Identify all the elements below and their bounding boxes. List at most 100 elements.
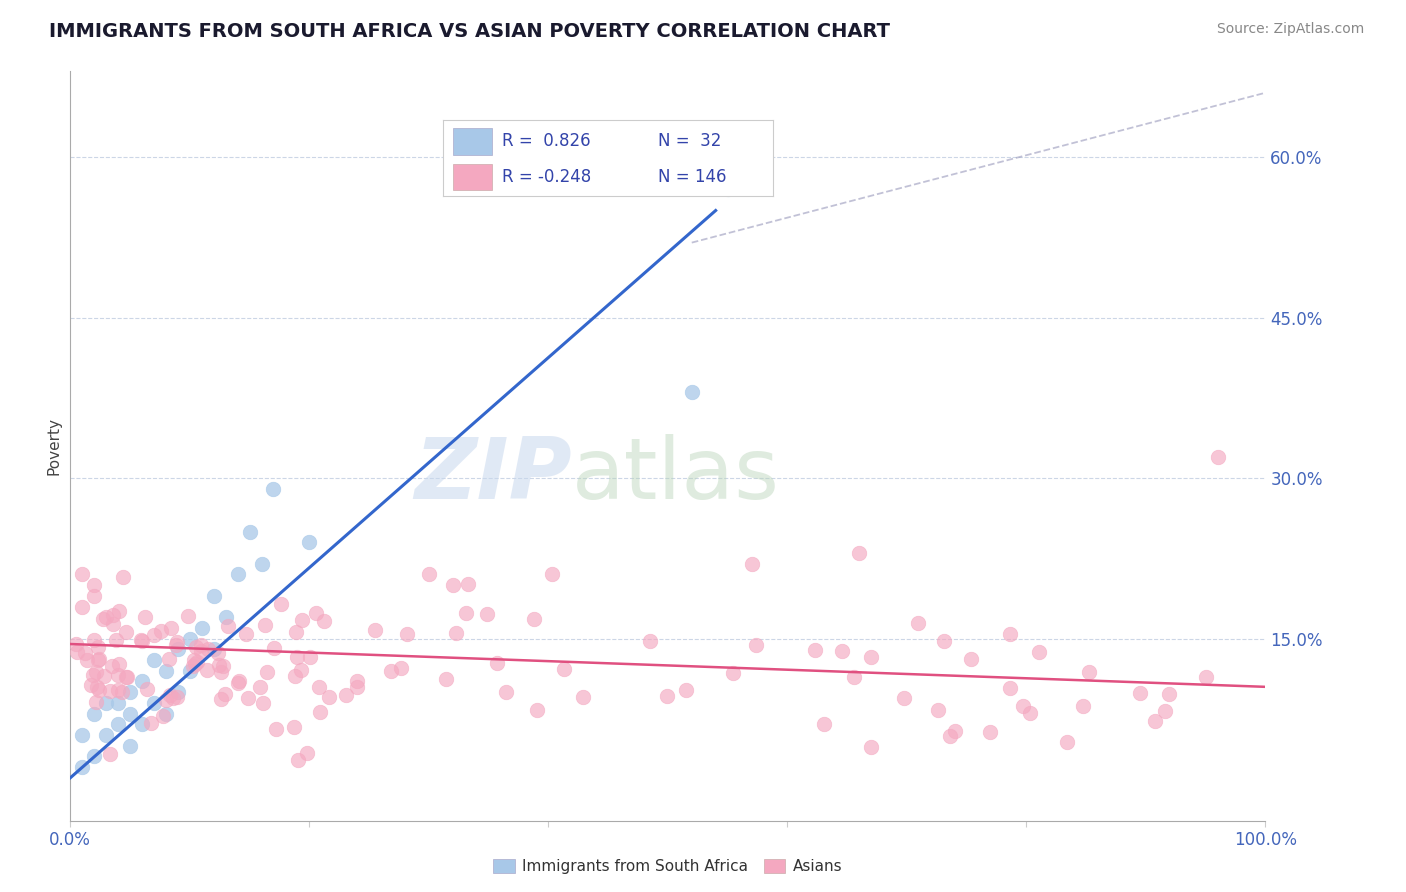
Point xyxy=(318,690,340,705)
Point xyxy=(308,680,330,694)
Point xyxy=(117,670,139,684)
Point xyxy=(131,717,153,731)
Point xyxy=(155,664,177,678)
Point xyxy=(179,664,201,678)
Point xyxy=(813,717,835,731)
Point xyxy=(190,643,212,657)
Point xyxy=(290,613,312,627)
Point xyxy=(485,656,508,670)
Point xyxy=(526,702,548,716)
Point xyxy=(101,617,124,632)
Point xyxy=(309,705,332,719)
Point xyxy=(228,673,250,688)
Point xyxy=(107,696,129,710)
Point xyxy=(131,674,153,689)
Point xyxy=(100,684,122,698)
Text: R = -0.248: R = -0.248 xyxy=(502,168,592,186)
Point xyxy=(89,683,111,698)
Point xyxy=(98,747,121,761)
Point xyxy=(927,703,949,717)
Point xyxy=(254,618,277,632)
Point xyxy=(129,633,152,648)
Point xyxy=(572,690,595,704)
Point xyxy=(249,680,271,694)
Point xyxy=(1056,735,1078,749)
Point xyxy=(681,385,703,400)
Point xyxy=(75,646,97,660)
Y-axis label: Poverty: Poverty xyxy=(46,417,62,475)
Point xyxy=(96,696,117,710)
Point xyxy=(190,638,212,652)
Point xyxy=(120,685,141,699)
Point xyxy=(389,661,412,675)
Text: R =  0.826: R = 0.826 xyxy=(502,132,591,150)
Point xyxy=(131,634,153,648)
Point xyxy=(495,684,517,698)
Point xyxy=(70,599,93,614)
Point xyxy=(107,683,129,698)
Point xyxy=(143,696,166,710)
Point xyxy=(270,598,292,612)
Point xyxy=(157,652,180,666)
Point xyxy=(83,578,105,592)
Point xyxy=(380,664,402,678)
Point xyxy=(209,665,232,679)
Point xyxy=(717,182,740,196)
Point xyxy=(239,524,262,539)
Point xyxy=(134,610,156,624)
Point xyxy=(1206,450,1229,464)
Point xyxy=(285,649,308,664)
Point xyxy=(235,626,257,640)
Point xyxy=(82,667,104,681)
Point xyxy=(842,670,865,684)
Point xyxy=(943,723,966,738)
Point xyxy=(1018,706,1040,720)
Text: IMMIGRANTS FROM SOUTH AFRICA VS ASIAN POVERTY CORRELATION CHART: IMMIGRANTS FROM SOUTH AFRICA VS ASIAN PO… xyxy=(49,22,890,41)
Point xyxy=(263,641,285,656)
Point xyxy=(112,570,135,584)
Point xyxy=(434,672,457,686)
Point xyxy=(115,670,138,684)
Point xyxy=(183,657,205,671)
Point xyxy=(120,739,141,753)
Point xyxy=(287,753,309,767)
Point xyxy=(214,610,236,624)
Point xyxy=(831,644,853,658)
Point xyxy=(166,642,188,657)
Point xyxy=(141,716,163,731)
Point xyxy=(939,729,962,743)
Point xyxy=(284,624,307,639)
Point xyxy=(84,665,107,679)
Point xyxy=(191,621,214,635)
Point xyxy=(70,760,93,774)
Point xyxy=(312,614,335,628)
Point xyxy=(893,691,915,706)
Point xyxy=(721,666,744,681)
Point xyxy=(226,567,249,582)
Point xyxy=(207,646,229,660)
Point xyxy=(263,482,285,496)
Point xyxy=(745,638,768,652)
Point xyxy=(1000,681,1022,695)
Point xyxy=(346,673,368,688)
Point xyxy=(364,624,387,638)
Point xyxy=(162,690,184,705)
Point xyxy=(457,576,479,591)
Point xyxy=(107,603,129,617)
Point xyxy=(186,640,208,654)
Text: N = 146: N = 146 xyxy=(658,168,725,186)
Point xyxy=(214,687,236,701)
Point xyxy=(252,696,274,710)
Point xyxy=(264,722,287,736)
Point xyxy=(290,663,312,677)
Point xyxy=(155,706,177,721)
Point xyxy=(979,724,1001,739)
Point xyxy=(250,557,273,571)
Point xyxy=(177,609,200,624)
Point xyxy=(998,626,1021,640)
Point xyxy=(859,739,882,754)
Point xyxy=(143,653,166,667)
Point xyxy=(553,662,575,676)
Point xyxy=(107,717,129,731)
Point xyxy=(96,728,117,742)
